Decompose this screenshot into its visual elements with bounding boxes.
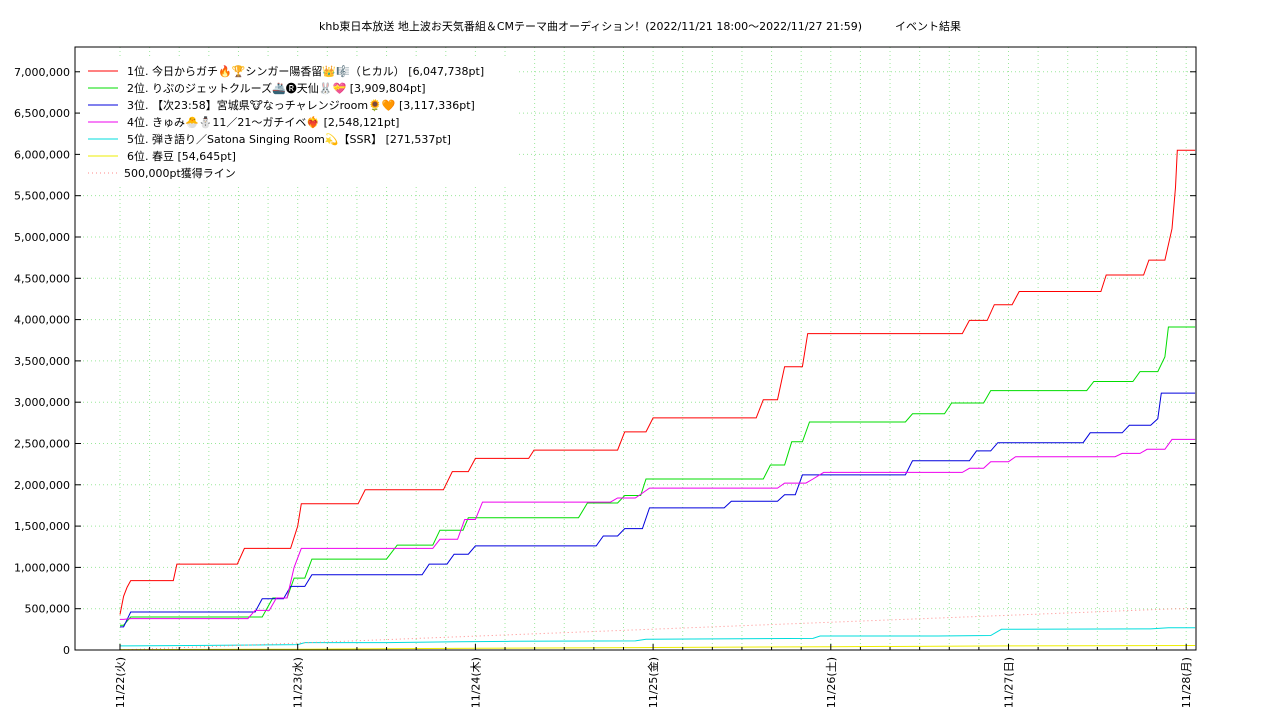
x-tick-label: 11/24(木) bbox=[469, 657, 482, 708]
y-tick-label: 2,500,000 bbox=[14, 437, 70, 450]
legend-label-7: 500,000pt獲得ライン bbox=[124, 167, 236, 180]
y-tick-label: 6,500,000 bbox=[14, 107, 70, 120]
x-tick-label: 11/26(土) bbox=[825, 657, 838, 708]
y-tick-label: 500,000 bbox=[25, 603, 71, 616]
plot-frame bbox=[74, 46, 1197, 651]
y-tick-label: 2,000,000 bbox=[14, 479, 70, 492]
legend-label-1: 1位. 今日からガチ🔥🏆シンガー陽香留👑🎼（ヒカル） [6,047,738pt] bbox=[127, 64, 484, 78]
legend: 1位. 今日からガチ🔥🏆シンガー陽香留👑🎼（ヒカル） [6,047,738pt]… bbox=[80, 58, 516, 184]
legend-label-4: 4位. きゅみ🐣⛄11／21〜ガチイベ❤️‍🔥 [2,548,121pt] bbox=[127, 115, 399, 129]
series-line-2 bbox=[120, 326, 1196, 626]
y-tick-label: 1,500,000 bbox=[14, 520, 70, 533]
y-tick-label: 5,000,000 bbox=[14, 231, 70, 244]
series-layer bbox=[119, 149, 1196, 651]
y-tick-label: 5,500,000 bbox=[14, 190, 70, 203]
x-tick-label: 11/23(水) bbox=[292, 657, 305, 708]
y-tick-label: 3,000,000 bbox=[14, 396, 70, 409]
y-tick-label: 4,000,000 bbox=[14, 314, 70, 327]
x-tick-label: 11/22(火) bbox=[114, 657, 127, 708]
series-line-7 bbox=[119, 608, 1196, 651]
y-tick-label: 0 bbox=[63, 644, 70, 657]
series-line-1 bbox=[119, 149, 1196, 615]
series-line-5 bbox=[119, 627, 1196, 647]
y-tick-label: 3,500,000 bbox=[14, 355, 70, 368]
legend-label-5: 5位. 弾き語り／Satona Singing Room💫【SSR】 [271,… bbox=[127, 132, 451, 147]
y-tick-label: 4,500,000 bbox=[14, 272, 70, 285]
series-line-4 bbox=[120, 438, 1196, 620]
chart-title: khb東日本放送 地上波お天気番組＆CMテーマ曲オーディション！(2022/11… bbox=[319, 20, 961, 33]
x-tick-label: 11/25(金) bbox=[646, 657, 660, 708]
x-tick-label: 11/27(日) bbox=[1003, 657, 1016, 708]
y-tick-label: 6,000,000 bbox=[14, 148, 70, 161]
legend-box bbox=[80, 58, 516, 184]
series-line-6 bbox=[119, 645, 1196, 651]
legend-label-2: 2位. りぷのジェットクルーズ🚢🅡天仙🐰💝 [3,909,804pt] bbox=[127, 81, 426, 95]
legend-label-6: 6位. 春豆 [54,645pt] bbox=[127, 149, 236, 163]
series-line-3 bbox=[120, 392, 1196, 628]
y-tick-label: 7,000,000 bbox=[14, 66, 70, 79]
legend-label-3: 3位. 【次23:58】宮城県🐮なっチャレンジroom🌻🧡 [3,117,336… bbox=[127, 98, 475, 112]
x-tick-label: 11/28(月) bbox=[1180, 657, 1193, 708]
y-tick-label: 1,000,000 bbox=[14, 561, 70, 574]
axes: 0 500,000 1,000,000 1,500,000 2,000,000 2,500… bbox=[14, 66, 1196, 708]
